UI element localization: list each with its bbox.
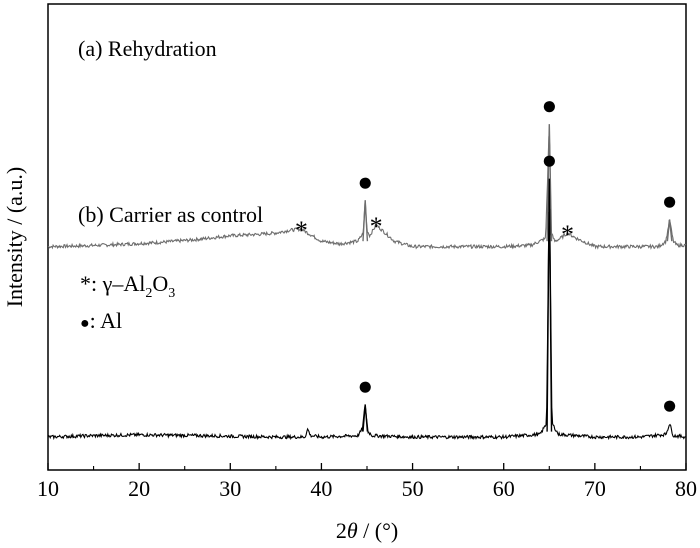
x-tick-label: 80 <box>675 476 697 501</box>
plot-area: * ● * ● * ● ● ● ● 10 20 30 40 50 60 70 80 <box>37 3 697 501</box>
x-axis-label-var: θ <box>347 518 358 543</box>
legend-dot-label: : Al <box>90 308 122 333</box>
legend: *: γ–Al2O3 ●: Al <box>80 271 175 333</box>
series-peak <box>546 178 553 432</box>
x-tick-label: 40 <box>310 476 332 501</box>
legend-star-prefix: : γ–Al <box>91 271 145 296</box>
series-b-label: (b) Carrier as control <box>78 202 263 227</box>
x-tick-label: 50 <box>402 476 424 501</box>
al-marker: ● <box>541 146 557 175</box>
legend-dot-symbol: ● <box>80 315 90 332</box>
legend-star-entry: *: γ–Al2O3 <box>80 271 175 301</box>
y-axis-label: Intensity / (a.u.) <box>2 167 27 308</box>
series-a-label: (a) Rehydration <box>78 36 217 61</box>
x-ticks: 10 20 30 40 50 60 70 80 <box>37 463 697 501</box>
al-marker: ● <box>662 186 678 215</box>
al-marker: ● <box>357 167 373 196</box>
x-tick-label: 30 <box>219 476 241 501</box>
series-peak <box>362 200 369 242</box>
series-peak <box>546 124 553 242</box>
legend-star-sub1: 2 <box>145 286 152 301</box>
x-tick-label: 10 <box>37 476 59 501</box>
legend-dot-entry: ●: Al <box>80 308 122 333</box>
x-axis-label-unit: / (°) <box>358 518 399 543</box>
al-marker: ● <box>357 371 373 400</box>
x-tick-label: 60 <box>493 476 515 501</box>
series-layer <box>47 124 687 441</box>
legend-star-symbol: * <box>80 271 91 296</box>
gamma-alumina-marker: * <box>295 216 308 245</box>
legend-star-sub2: 3 <box>168 286 175 301</box>
marker-layer: * ● * ● * ● ● ● ● <box>295 91 678 419</box>
x-tick-label: 70 <box>584 476 606 501</box>
gamma-alumina-marker: * <box>370 212 383 241</box>
series-peak <box>666 219 673 242</box>
series-peak <box>362 404 369 432</box>
gamma-alumina-marker: * <box>561 220 574 249</box>
al-marker: ● <box>541 91 557 120</box>
x-tick-label: 20 <box>128 476 150 501</box>
x-axis-label: 2θ / (°) <box>336 518 398 543</box>
x-axis-label-prefix: 2 <box>336 518 347 543</box>
al-marker: ● <box>662 390 678 419</box>
legend-star-mid: O <box>152 271 168 296</box>
